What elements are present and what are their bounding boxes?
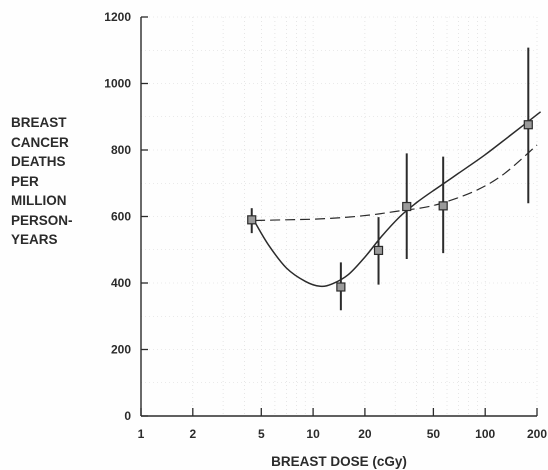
y-tick-label: 1200	[104, 10, 131, 24]
fit-curves	[254, 111, 542, 288]
y-axis-title-line: DEATHS	[11, 154, 66, 169]
data-point	[438, 201, 448, 211]
data-point	[523, 120, 533, 130]
dashed-fit-curve	[255, 144, 538, 222]
x-tick-label: 50	[427, 427, 441, 441]
x-tick-label: 1	[138, 427, 145, 441]
x-tick-label: 20	[358, 427, 372, 441]
y-tick-label: 400	[111, 276, 131, 290]
x-tick-label: 100	[475, 427, 495, 441]
x-tick-label: 10	[306, 427, 320, 441]
y-axis-title: BREAST CANCER DEATHS PER MILLION PERSON- YEARS	[11, 113, 73, 250]
error-bars	[250, 47, 530, 311]
axes	[140, 16, 538, 417]
y-axis-title-line: PER	[11, 173, 39, 189]
data-point	[402, 201, 412, 212]
y-tick-label: 600	[111, 210, 131, 224]
x-tick-label: 2	[189, 427, 196, 441]
y-axis-title-line: MILLION	[11, 193, 67, 208]
y-axis-title-line: PERSON-	[11, 212, 73, 228]
y-tick-label: 1000	[104, 77, 131, 91]
x-tick-label: 200	[527, 427, 547, 441]
x-axis-title: BREAST DOSE (cGy)	[271, 454, 407, 469]
data-point	[336, 282, 346, 292]
data-markers	[247, 120, 533, 292]
y-axis-title-line: YEARS	[11, 232, 58, 247]
data-point	[247, 215, 257, 225]
data-point	[373, 245, 384, 256]
x-tick-label: 5	[258, 427, 265, 441]
y-tick-label: 200	[111, 343, 131, 357]
y-axis-title-line: BREAST	[11, 115, 67, 130]
y-tick-label: 800	[111, 143, 131, 157]
grid	[140, 16, 538, 417]
y-axis-title-line: CANCER	[11, 134, 69, 150]
solid-fit-curve	[254, 111, 542, 288]
y-tick-label: 0	[124, 409, 131, 423]
tick-labels: 0 200 400 600 800 1000 1200 1 2 5 10 20 50 100 200	[104, 10, 547, 441]
